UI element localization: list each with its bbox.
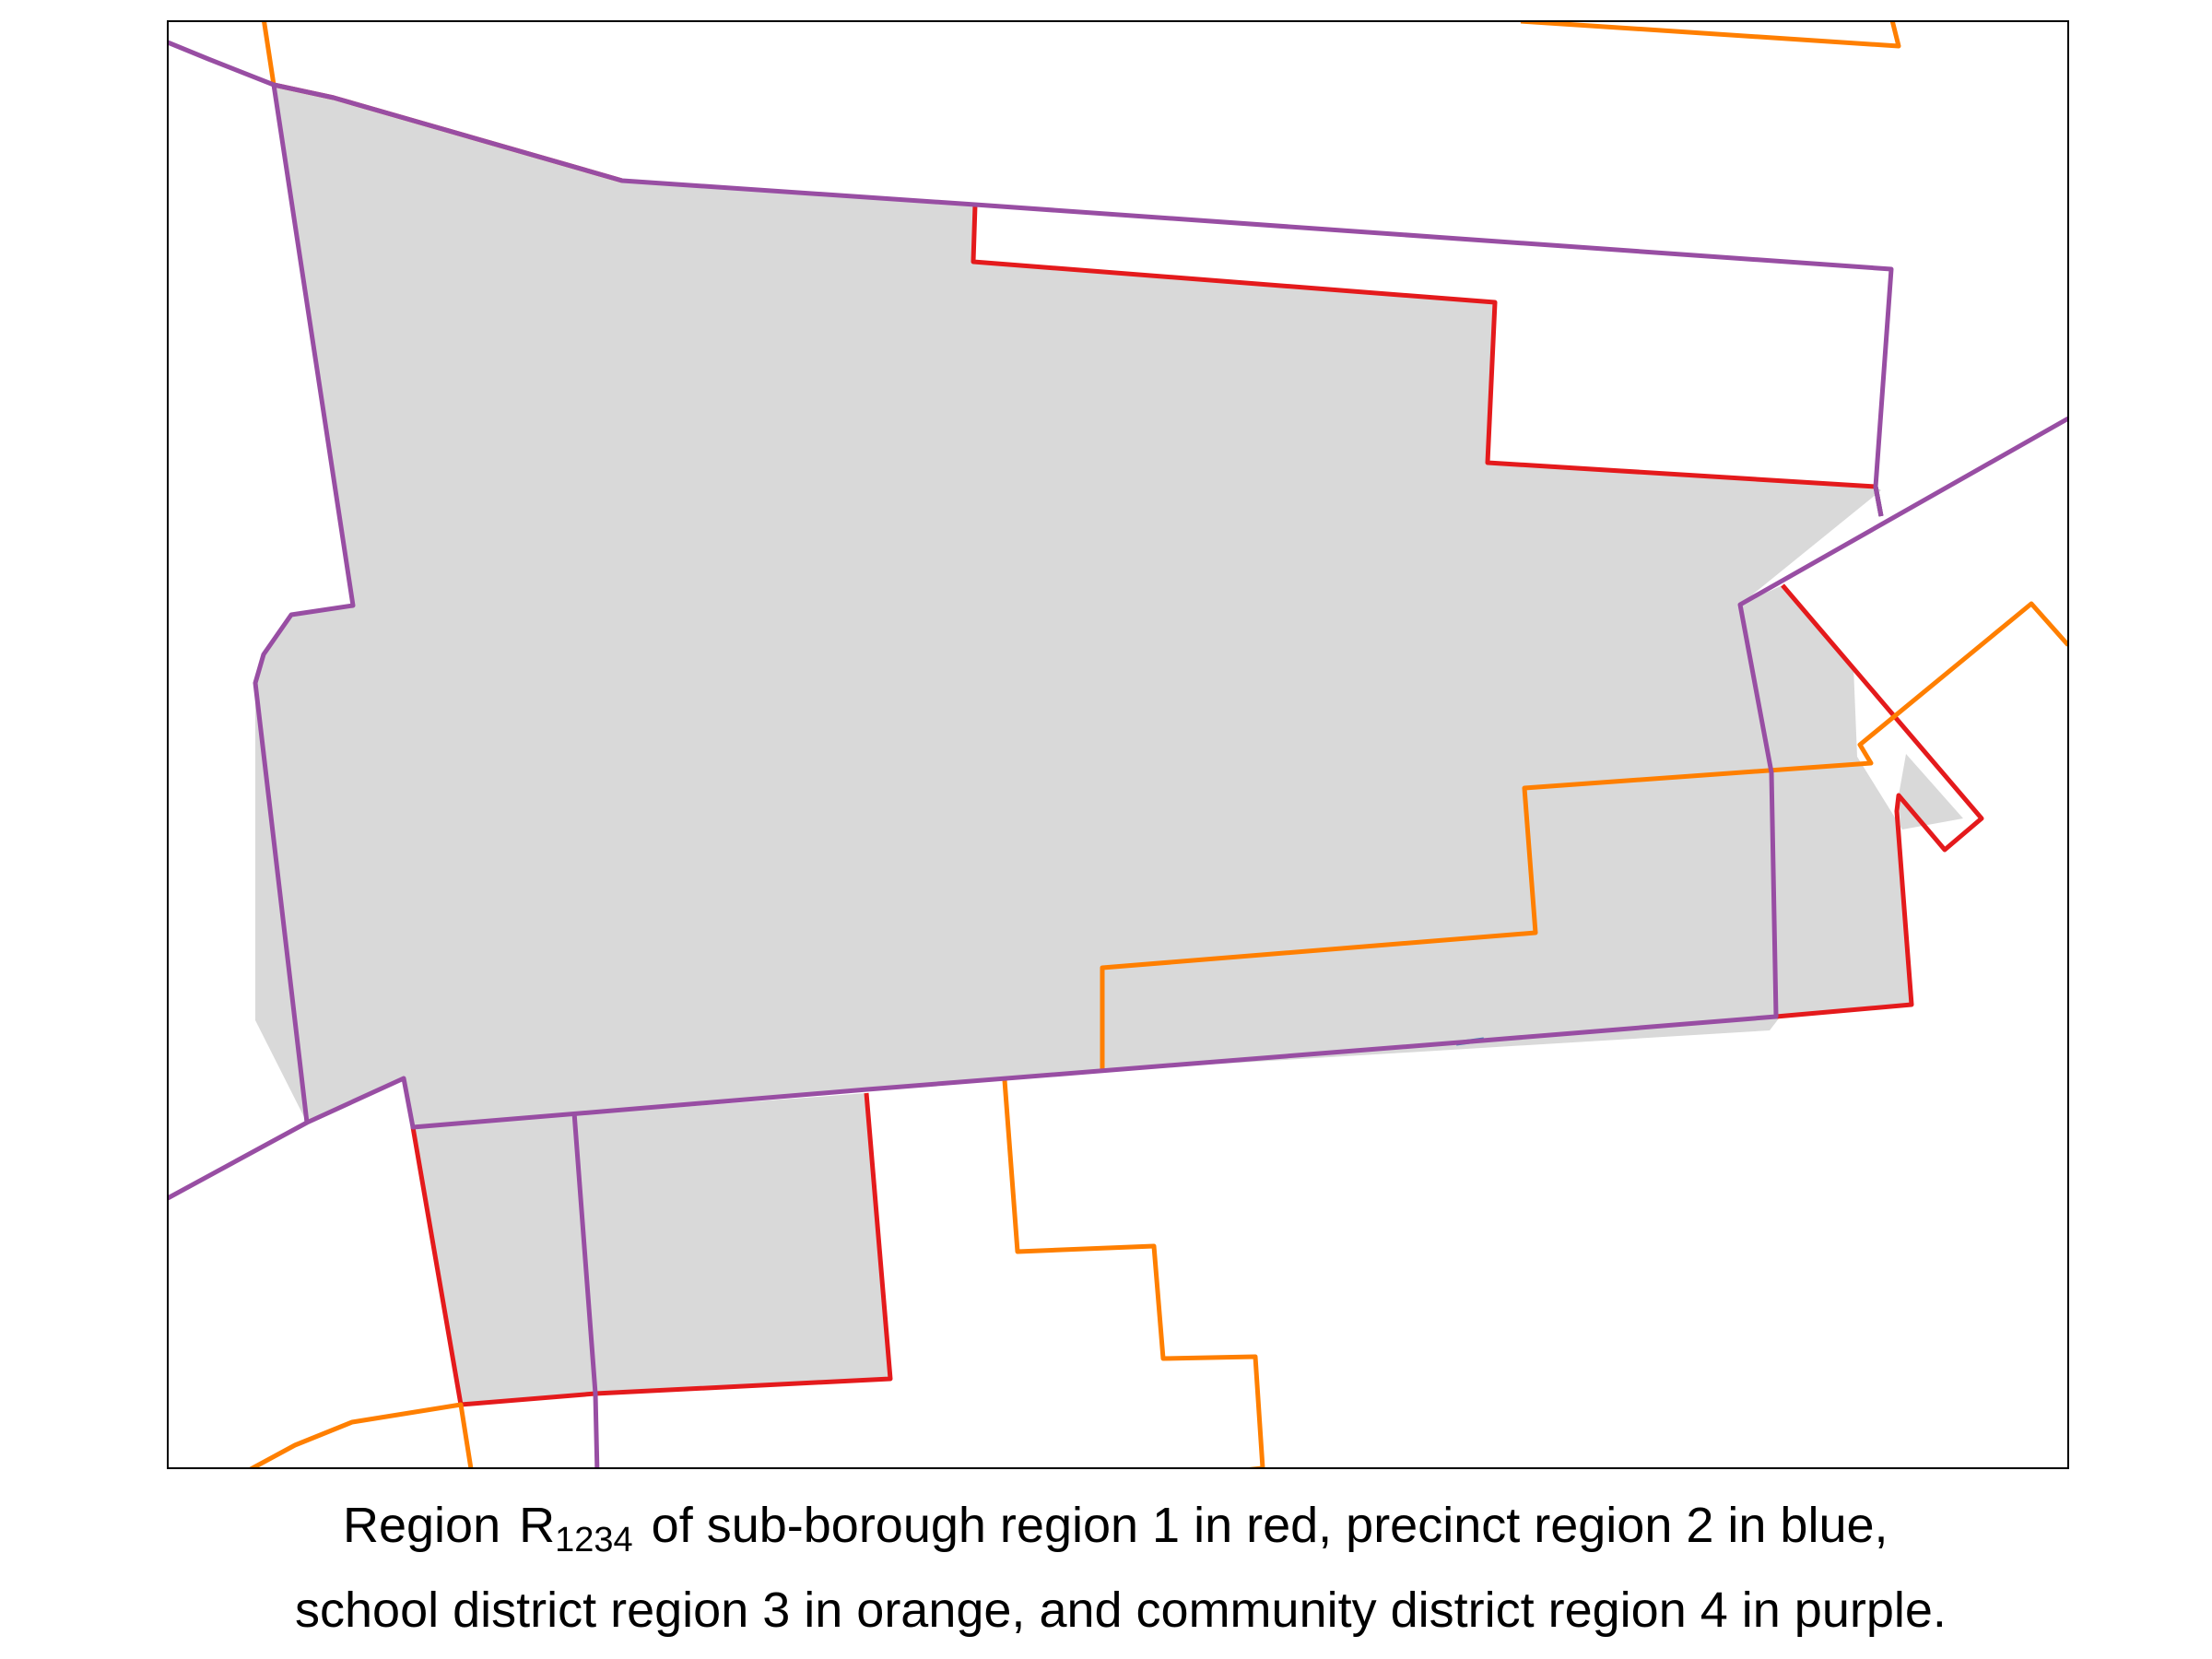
caption-region-prefix: Region: [343, 1498, 501, 1553]
region-r1234-main: [255, 85, 1881, 1127]
map-frame: [167, 20, 2069, 1469]
caption-line-2: school district region 3 in orange, and …: [295, 1585, 1947, 1635]
region-r1234-bottom: [413, 1093, 890, 1405]
region-r1234-right-pocket: [1740, 585, 1963, 1017]
school-district-region-3-boundary: [249, 21, 2068, 1468]
caption-region-subscript: 1234: [555, 1521, 633, 1559]
caption-line-2-text: school district region 3 in orange, and …: [295, 1583, 1947, 1638]
community-district-region-4-boundary: [168, 40, 2068, 1468]
caption-line-1-text: of sub-borough region 1 in red, precinct…: [651, 1498, 1888, 1553]
caption-region-symbol: R: [519, 1498, 556, 1553]
caption-line-1: Region R1234 of sub-borough region 1 in re…: [343, 1500, 1888, 1558]
